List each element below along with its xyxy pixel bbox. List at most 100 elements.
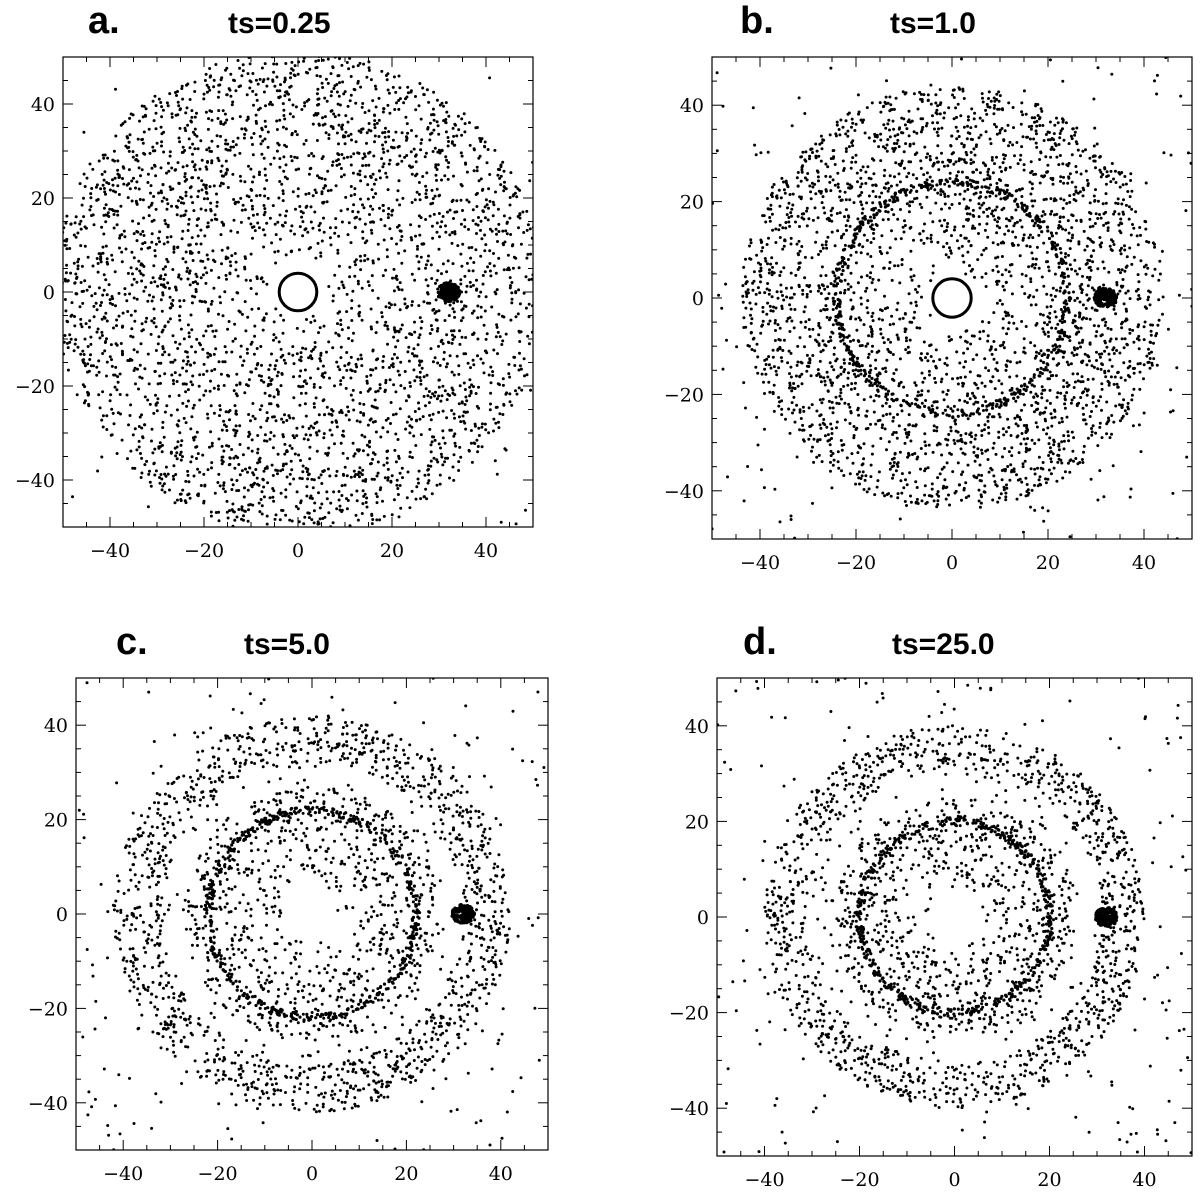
particle-point <box>258 460 262 464</box>
particle-point <box>125 183 129 187</box>
particle-point <box>233 79 236 83</box>
particle-point <box>293 64 297 68</box>
particle-point <box>798 261 802 265</box>
particle-point <box>886 189 890 193</box>
particle-point <box>198 470 202 474</box>
particle-point <box>164 222 168 226</box>
particle-point <box>451 126 455 130</box>
particle-point <box>235 291 239 295</box>
particle-point <box>102 288 106 292</box>
particle-point <box>491 200 495 204</box>
particle-point <box>829 449 833 453</box>
particle-point <box>1047 454 1051 457</box>
particle-point <box>346 120 350 124</box>
particle-point <box>105 414 109 418</box>
particle-point <box>512 355 516 359</box>
particle-point <box>274 336 278 340</box>
particle-point <box>260 490 264 494</box>
particle-point <box>1033 116 1037 120</box>
particle-point <box>959 447 963 451</box>
particle-point <box>102 156 106 160</box>
particle-point <box>453 416 456 420</box>
particle-point <box>114 87 117 91</box>
particle-point <box>225 167 229 171</box>
particle-point <box>428 301 432 305</box>
particle-point <box>362 402 366 406</box>
particle-point <box>66 320 70 324</box>
particle-point <box>864 474 868 478</box>
particle-point <box>426 468 430 472</box>
particle-point <box>953 225 957 229</box>
particle-point <box>366 423 370 427</box>
particle-point <box>356 279 360 283</box>
particle-point <box>186 399 190 403</box>
particle-point <box>885 448 888 452</box>
particle-point <box>168 154 172 158</box>
particle-point <box>132 256 136 260</box>
particle-point <box>965 212 969 216</box>
particle-point <box>1053 142 1057 146</box>
particle-point <box>159 381 162 385</box>
particle-point <box>137 166 141 170</box>
particle-point <box>238 473 242 477</box>
particle-point <box>272 489 276 493</box>
particle-point <box>433 194 437 198</box>
particle-point <box>260 152 264 156</box>
particle-point <box>990 156 994 159</box>
particle-point <box>990 468 994 472</box>
particle-point <box>341 472 345 476</box>
particle-point <box>275 149 279 153</box>
particle-point <box>240 507 244 511</box>
particle-point <box>228 509 231 513</box>
particle-point <box>497 222 501 226</box>
particle-point <box>374 492 378 496</box>
particle-point <box>162 435 166 439</box>
particle-point <box>191 383 194 387</box>
particle-point <box>203 266 207 270</box>
particle-point <box>68 333 72 337</box>
particle-point <box>866 311 870 315</box>
particle-point <box>349 132 353 136</box>
particle-point <box>1158 272 1162 276</box>
particle-point <box>137 425 141 428</box>
particle-point <box>1081 303 1085 307</box>
particle-point <box>880 234 884 238</box>
particle-point <box>435 318 439 322</box>
particle-point <box>204 190 208 194</box>
particle-point <box>326 189 330 193</box>
particle-point <box>234 424 238 428</box>
particle-point <box>281 125 285 129</box>
particle-point <box>82 215 86 219</box>
particle-point <box>432 128 436 132</box>
particle-point <box>147 472 151 476</box>
particle-point <box>103 316 107 320</box>
particle-point <box>1045 432 1049 436</box>
particle-point <box>163 472 167 476</box>
particle-point <box>954 106 958 110</box>
particle-point <box>169 450 173 454</box>
particle-point <box>121 311 125 315</box>
particle-point <box>275 359 279 363</box>
particle-point <box>331 299 335 303</box>
particle-point <box>1006 417 1010 421</box>
particle-point <box>518 302 522 306</box>
particle-point <box>475 169 479 173</box>
particle-point <box>177 104 181 108</box>
particle-point <box>365 131 369 135</box>
particle-point <box>436 269 440 273</box>
particle-point <box>363 435 367 439</box>
particle-point <box>353 225 357 229</box>
particle-point <box>459 198 463 202</box>
particle-point <box>406 91 410 95</box>
particle-point <box>217 472 221 476</box>
particle-point <box>89 205 93 208</box>
particle-point <box>105 181 109 184</box>
particle-point <box>340 127 344 131</box>
particle-point <box>190 176 194 180</box>
particle-point <box>429 395 433 399</box>
particle-point <box>413 278 417 282</box>
particle-point <box>275 119 279 123</box>
particle-point <box>808 335 812 338</box>
particle-point <box>240 469 244 473</box>
particle-point <box>273 250 277 254</box>
